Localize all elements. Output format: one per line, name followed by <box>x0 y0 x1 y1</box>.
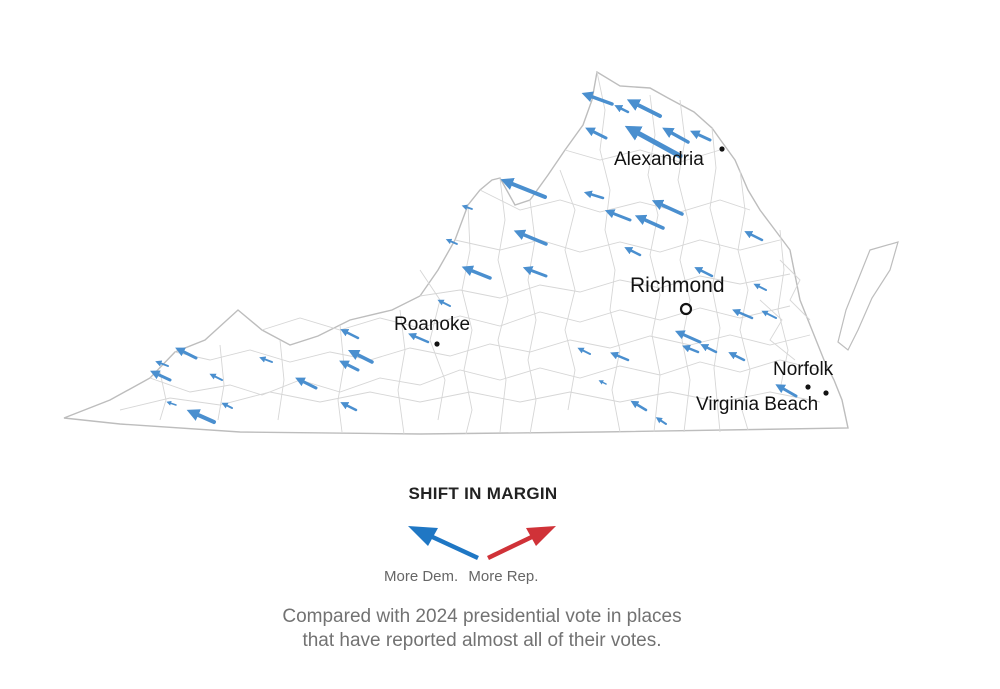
legend-title: SHIFT IN MARGIN <box>408 484 558 503</box>
legend-rep-label: More Rep. <box>468 568 539 585</box>
legend-labels: More Dem. More Rep. <box>384 568 538 585</box>
svg-text:Richmond: Richmond <box>630 274 725 297</box>
virginia-shift-map: Alexandria Richmond Roanoke Norfolk Virg… <box>63 70 899 435</box>
svg-text:Virginia Beach: Virginia Beach <box>696 394 818 415</box>
footnote-line-2: that have reported almost all of their v… <box>302 630 662 651</box>
dem-shift-arrows <box>150 91 798 425</box>
legend-dem-label: More Dem. <box>384 568 459 585</box>
footnote: Compared with 2024 presidential vote in … <box>0 605 982 653</box>
svg-text:Roanoke: Roanoke <box>394 314 470 335</box>
city-virginia-beach: Virginia Beach <box>696 390 829 415</box>
svg-text:Norfolk: Norfolk <box>773 359 834 380</box>
county-boundaries <box>119 71 821 435</box>
arrow-up-right-icon <box>487 526 556 561</box>
city-richmond: Richmond <box>630 274 725 316</box>
footnote-line-1: Compared with 2024 presidential vote in … <box>282 606 682 627</box>
state-outline <box>63 70 849 435</box>
eastern-shore <box>837 241 899 351</box>
city-norfolk: Norfolk <box>773 359 834 390</box>
arrow-up-left-icon <box>408 526 479 561</box>
city-alexandria: Alexandria <box>614 146 725 170</box>
city-roanoke: Roanoke <box>394 314 470 347</box>
legend: SHIFT IN MARGIN <box>0 484 1000 504</box>
legend-arrows <box>408 526 556 561</box>
svg-text:Alexandria: Alexandria <box>614 149 704 170</box>
